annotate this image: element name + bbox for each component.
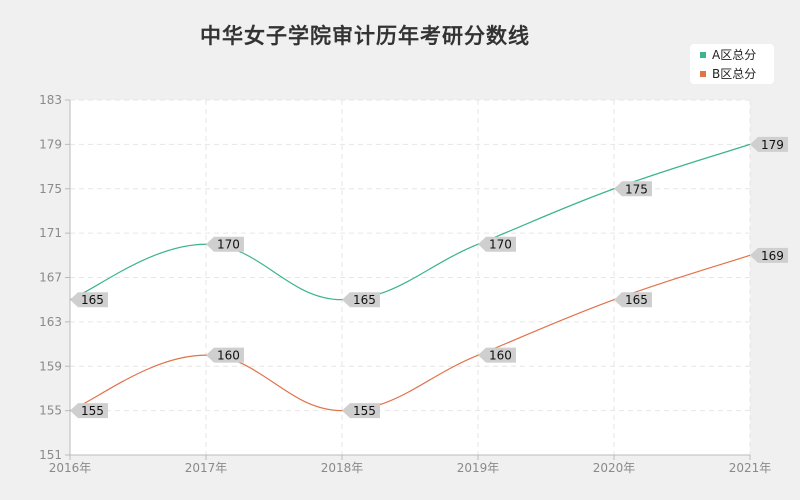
data-label-bg <box>478 347 516 363</box>
legend-swatch-a <box>700 52 706 58</box>
data-label-bg <box>70 403 108 419</box>
data-label-0-1: 170 <box>206 236 244 252</box>
data-label-bg <box>206 347 244 363</box>
data-label-bg <box>206 236 244 252</box>
y-axis-ticks: 151 155 159 163 167 171 175 179 183 <box>39 93 70 462</box>
data-label-1-1: 160 <box>206 347 244 363</box>
data-label-1-0: 155 <box>70 403 108 419</box>
legend-item-b[interactable]: B区总分 <box>690 66 774 82</box>
y-tick-label: 175 <box>39 182 62 196</box>
chart-title: 中华女子学院审计历年考研分数线 <box>200 24 530 48</box>
data-label-1-5: 169 <box>750 247 788 263</box>
data-label-bg <box>342 403 380 419</box>
x-axis-ticks: 2016年 2017年 2018年 2019年 2020年 2021年 <box>49 455 772 475</box>
data-label-text: 155 <box>353 404 376 418</box>
legend-item-a[interactable]: A区总分 <box>690 47 774 63</box>
data-label-0-3: 170 <box>478 236 516 252</box>
y-tick-label: 171 <box>39 226 62 240</box>
data-label-0-4: 175 <box>614 181 652 197</box>
data-label-text: 165 <box>353 293 376 307</box>
data-label-0-0: 165 <box>70 292 108 308</box>
data-label-text: 170 <box>489 238 512 252</box>
y-tick-label: 159 <box>39 359 62 373</box>
data-label-bg <box>614 181 652 197</box>
y-tick-label: 155 <box>39 404 62 418</box>
data-label-text: 165 <box>625 293 648 307</box>
legend-swatch-b <box>700 71 706 77</box>
x-tick-label: 2017年 <box>185 461 228 475</box>
data-label-bg <box>750 136 788 152</box>
x-tick-label: 2020年 <box>593 461 636 475</box>
data-label-text: 175 <box>625 182 648 196</box>
x-tick-label: 2018年 <box>321 461 364 475</box>
x-tick-label: 2016年 <box>49 461 92 475</box>
data-label-bg <box>70 292 108 308</box>
x-tick-label: 2019年 <box>457 461 500 475</box>
y-tick-label: 167 <box>39 271 62 285</box>
legend-label-b: B区总分 <box>712 67 757 81</box>
y-tick-label: 151 <box>39 448 62 462</box>
data-label-text: 165 <box>81 293 104 307</box>
data-label-text: 169 <box>761 249 784 263</box>
data-label-text: 155 <box>81 404 104 418</box>
data-label-1-2: 155 <box>342 403 380 419</box>
data-label-1-3: 160 <box>478 347 516 363</box>
plot-area <box>70 100 750 455</box>
y-tick-label: 183 <box>39 93 62 107</box>
x-tick-label: 2021年 <box>729 461 772 475</box>
data-label-0-5: 179 <box>750 136 788 152</box>
data-label-text: 160 <box>217 349 240 363</box>
legend: A区总分 B区总分 <box>690 44 774 84</box>
legend-label-a: A区总分 <box>712 48 757 62</box>
data-labels: 165 170 165 170 175 179 155 160 155 160 165 169 <box>70 136 788 419</box>
y-tick-label: 179 <box>39 137 62 151</box>
data-label-bg <box>614 292 652 308</box>
data-label-bg <box>478 236 516 252</box>
data-label-text: 170 <box>217 238 240 252</box>
data-label-1-4: 165 <box>614 292 652 308</box>
data-label-bg <box>750 247 788 263</box>
data-label-text: 179 <box>761 138 784 152</box>
data-label-0-2: 165 <box>342 292 380 308</box>
y-tick-label: 163 <box>39 315 62 329</box>
data-label-bg <box>342 292 380 308</box>
data-label-text: 160 <box>489 349 512 363</box>
